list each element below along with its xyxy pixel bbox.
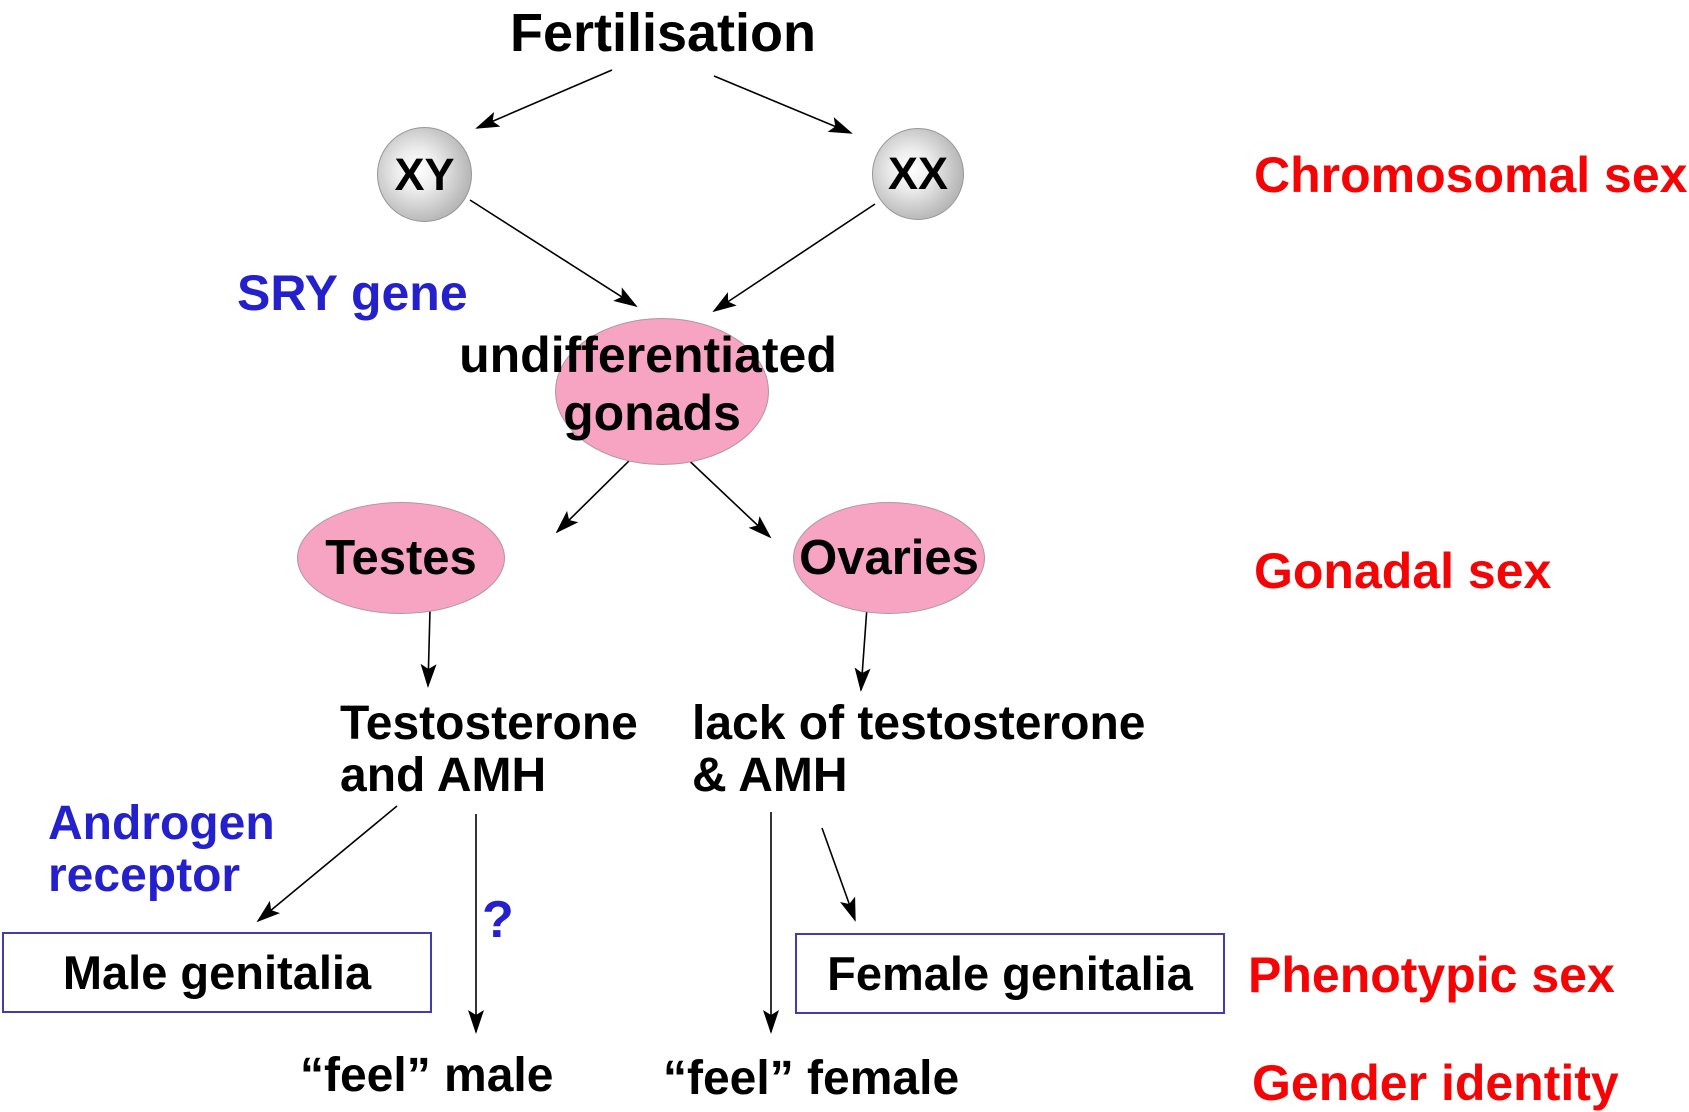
arrow-testosterone-to-male-genitalia: [256, 805, 398, 923]
arrow-lack-to-female-genitalia: [821, 827, 856, 922]
question-mark-label: ?: [482, 891, 514, 949]
testes-node: Testes: [297, 502, 505, 614]
androgen-receptor-line1: Androgen: [48, 797, 275, 850]
feel-male-label: “feel” male: [300, 1049, 554, 1102]
lack-line1: lack of testosterone: [692, 697, 1146, 750]
phenotypic-sex-label: Phenotypic sex: [1248, 947, 1615, 1003]
undifferentiated-gonads-line1: undifferentiated: [459, 327, 837, 383]
undifferentiated-gonads-ellipse: [555, 318, 769, 465]
chromosomal-sex-label: Chromosomal sex: [1254, 147, 1688, 203]
male-genitalia-box: Male genitalia: [2, 932, 432, 1013]
testosterone-line2: and AMH: [340, 748, 547, 802]
female-genitalia-box: Female genitalia: [795, 933, 1225, 1014]
arrow-fertilisation-to-xx: [713, 75, 853, 134]
arrow-xx-to-gonads: [712, 203, 876, 313]
arrow-fertilisation-to-xy: [475, 69, 613, 129]
arrow-xy-to-gonads: [469, 199, 638, 308]
ovaries-label: Ovaries: [799, 531, 979, 585]
testosterone-line1: Testosterone: [340, 697, 638, 750]
arrow-gonads-to-ovaries: [679, 451, 772, 539]
arrow-testes-to-testosterone: [420, 609, 437, 688]
testes-label: Testes: [325, 531, 477, 585]
xy-chromosome-node: XY: [377, 127, 472, 222]
lack-testosterone-amh-label: lack of testosterone & AMH: [692, 698, 1145, 802]
female-genitalia-label: Female genitalia: [827, 947, 1193, 1000]
fertilisation-title: Fertilisation: [509, 3, 817, 63]
androgen-receptor-line2: receptor: [48, 848, 241, 902]
undifferentiated-gonads-line2: gonads: [563, 385, 741, 441]
xx-chromosome-label: XX: [887, 148, 949, 199]
male-genitalia-label: Male genitalia: [62, 946, 372, 999]
testosterone-amh-label: Testosterone and AMH: [340, 698, 638, 802]
arrow-gonads-to-testes: [555, 451, 639, 534]
feel-female-label: “feel” female: [663, 1052, 960, 1105]
arrow-ovaries-to-lack: [854, 606, 871, 692]
androgen-receptor-label: Androgen receptor: [48, 798, 275, 902]
ovaries-node: Ovaries: [793, 502, 985, 614]
gonadal-sex-label: Gonadal sex: [1254, 543, 1552, 599]
lack-line2: & AMH: [692, 748, 848, 802]
sry-gene-label: SRY gene: [237, 265, 468, 321]
gender-identity-label: Gender identity: [1252, 1055, 1619, 1111]
xy-chromosome-label: XY: [394, 148, 455, 200]
xx-chromosome-node: XX: [872, 128, 964, 220]
